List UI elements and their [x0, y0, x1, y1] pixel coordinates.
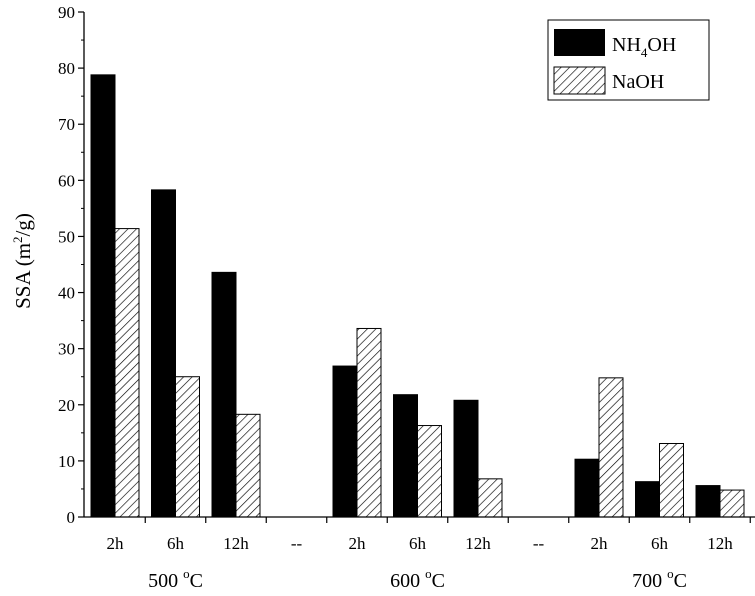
x-category-label: --: [291, 534, 303, 553]
x-category-label: 6h: [409, 534, 427, 553]
bar-naoh-8: [598, 377, 624, 518]
bar-nh4oh-5: [393, 394, 418, 518]
y-axis-title: SSA (m2/g): [10, 213, 35, 309]
x-category-label: 12h: [707, 534, 733, 553]
bar-nh4oh-0: [90, 74, 116, 518]
x-category-label: 2h: [591, 534, 609, 553]
y-tick-label: 40: [58, 284, 75, 303]
y-tick-label: 0: [67, 508, 76, 527]
y-tick-label: 50: [58, 227, 75, 246]
y-tick-label: 80: [58, 59, 75, 78]
x-category-label: 6h: [167, 534, 185, 553]
x-category-label: 12h: [465, 534, 491, 553]
x-category-label: 6h: [651, 534, 669, 553]
bar-nh4oh-2: [211, 271, 237, 518]
y-tick-label: 70: [58, 115, 75, 134]
legend-swatch-naoh: [553, 66, 606, 95]
group-label: 500 oC: [148, 566, 203, 592]
group-label: 700 oC: [632, 566, 687, 592]
x-category-label: 2h: [349, 534, 367, 553]
bar-naoh-4: [356, 327, 382, 518]
y-tick-label: 60: [58, 171, 75, 190]
bar-nh4oh-6: [453, 399, 479, 518]
bar-nh4oh-10: [695, 485, 721, 518]
y-tick-label: 30: [58, 340, 75, 359]
bar-naoh-5: [417, 425, 442, 518]
legend-swatch-nh4oh: [554, 29, 605, 56]
bar-nh4oh-4: [332, 365, 358, 518]
bar-naoh-6: [477, 478, 503, 518]
bars-group: [90, 74, 745, 518]
legend-label-nh4oh: NH4OH: [612, 34, 676, 60]
x-category-label: 2h: [107, 534, 125, 553]
y-tick-label: 90: [58, 3, 75, 22]
bar-naoh-0: [114, 228, 140, 518]
group-label: 600 oC: [390, 566, 445, 592]
legend-label-naoh: NaOH: [612, 71, 664, 93]
bar-naoh-1: [175, 376, 200, 518]
bar-nh4oh-8: [574, 458, 600, 518]
bar-nh4oh-1: [151, 189, 176, 518]
bar-naoh-2: [235, 413, 261, 518]
y-tick-label: 20: [58, 396, 75, 415]
x-category-label: --: [533, 534, 545, 553]
axes-group: 0 10 20 30 40 50 60 70 80 90 2h 6h 12h -- 2h 6h 12h -- 2h 6…: [58, 3, 755, 592]
bar-naoh-9: [659, 442, 684, 518]
y-tick-label: 10: [58, 452, 75, 471]
bar-nh4oh-9: [635, 481, 660, 518]
x-category-label: 12h: [223, 534, 249, 553]
legend: NH4OH NaOH: [547, 19, 710, 101]
bar-naoh-10: [719, 489, 745, 518]
